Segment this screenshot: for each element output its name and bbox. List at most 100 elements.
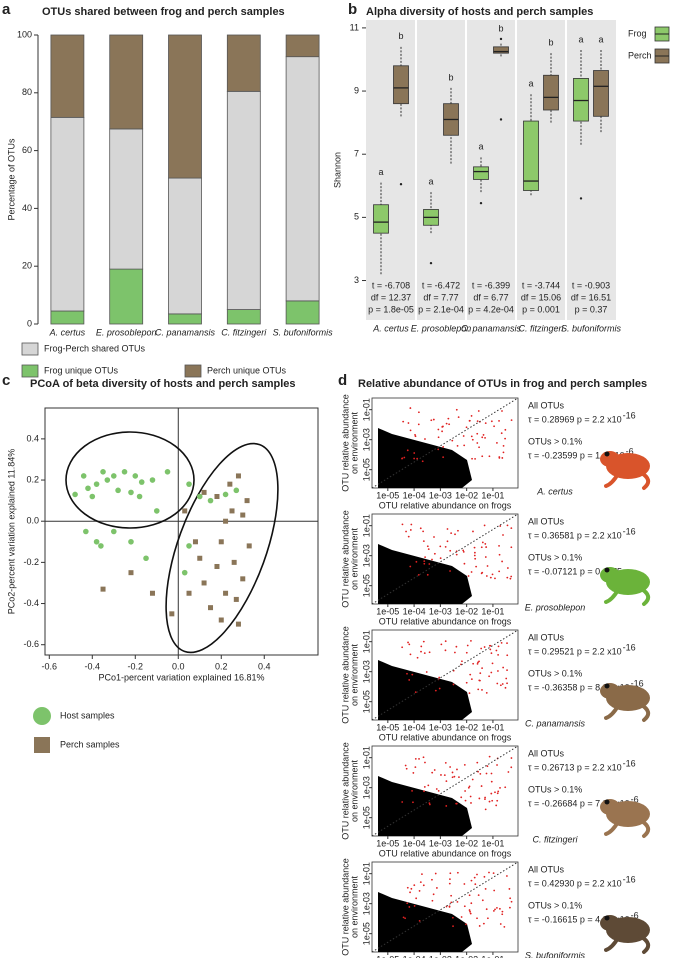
point-decoration: [422, 540, 425, 543]
test-statistic: df = 16.51: [571, 292, 611, 302]
point-decoration: [456, 768, 458, 771]
point: [93, 481, 100, 487]
point-decoration: [408, 679, 411, 681]
point-decoration: [464, 790, 466, 792]
point-decoration: [490, 671, 493, 674]
point-decoration: [486, 917, 489, 920]
point-decoration: [477, 410, 480, 412]
point-decoration: [481, 571, 484, 574]
point-decoration: [421, 460, 424, 463]
point-decoration: [480, 546, 483, 549]
species-label: E. prosoblepon: [525, 602, 586, 612]
point: [115, 487, 121, 494]
y-tick-label: 1e-01: [361, 398, 371, 421]
x-axis-label: OTU relative abundance on frogs: [379, 500, 512, 510]
y-axis-label: OTU relative abundance: [340, 510, 350, 608]
point-decoration: [406, 902, 409, 905]
point-decoration: [490, 780, 493, 783]
point-decoration: [498, 907, 501, 910]
panel-label: b: [348, 1, 357, 18]
x-tick-label: E. prosoblepon: [96, 327, 157, 337]
point: [72, 491, 78, 498]
subplot: 1e-051e-041e-031e-021e-011e-051e-031e-01…: [340, 858, 651, 958]
point-decoration: [474, 457, 476, 460]
point-decoration: [402, 916, 405, 919]
point: [186, 590, 192, 596]
point-decoration: [482, 922, 485, 925]
y-tick-label: 1e-01: [361, 746, 371, 769]
y-axis-label: on environment: [349, 759, 359, 822]
point-decoration: [485, 908, 488, 911]
point-decoration: [440, 643, 443, 646]
stat-heading: OTUs > 0.1%: [528, 436, 582, 446]
test-statistic: p = 2.1e-04: [418, 304, 464, 314]
stat-text: τ = -0.26684 p = 7.82 x10: [528, 798, 630, 808]
point-decoration: [452, 925, 454, 928]
frog-leg: [604, 586, 651, 606]
outlier: [499, 118, 503, 121]
point-decoration: [414, 691, 417, 694]
point-cloud: [378, 892, 472, 952]
x-tick-label: C. fitzingeri: [221, 327, 267, 337]
point-decoration: [420, 650, 422, 653]
point-decoration: [484, 796, 486, 799]
point-decoration: [471, 438, 474, 441]
point-decoration: [412, 801, 414, 804]
point-decoration: [492, 910, 495, 912]
point-decoration: [471, 778, 474, 781]
stat-text: τ = -0.23599 p = 1.1 x10: [528, 450, 625, 460]
point-cloud: [378, 544, 472, 604]
stat-text: τ = 0.28969 p = 2.2 x10: [528, 414, 622, 424]
y-tick-label: 9: [354, 85, 359, 95]
point-decoration: [474, 883, 477, 886]
point-decoration: [468, 785, 471, 788]
point-decoration: [510, 527, 513, 530]
x-tick-label: 1e-04: [403, 954, 426, 958]
x-tick-label: 1e-01: [481, 722, 504, 732]
point: [186, 481, 192, 487]
point-decoration: [428, 803, 431, 806]
y-tick-label: 7: [354, 149, 359, 159]
point-decoration: [453, 775, 456, 778]
bar-segment: [285, 300, 320, 325]
point-decoration: [432, 418, 435, 421]
significance-letter: b: [398, 31, 403, 41]
species-label: S. bufoniformis: [525, 950, 586, 958]
point-decoration: [426, 573, 429, 576]
point-decoration: [409, 565, 412, 568]
point-decoration: [462, 550, 465, 553]
point-decoration: [508, 888, 511, 890]
point-decoration: [491, 662, 494, 665]
y-axis-label: on environment: [349, 875, 359, 938]
point-decoration: [407, 422, 410, 424]
point-decoration: [446, 528, 449, 530]
point-decoration: [467, 575, 470, 577]
box: [523, 120, 539, 191]
point-decoration: [469, 795, 472, 798]
point-decoration: [467, 786, 470, 789]
y-axis-label: on environment: [349, 411, 359, 474]
point-decoration: [472, 530, 474, 533]
point-decoration: [414, 757, 417, 760]
point-decoration: [414, 766, 417, 769]
chart-title: Alpha diversity of hosts and perch sampl…: [366, 6, 593, 18]
point-decoration: [426, 545, 429, 548]
point-decoration: [451, 776, 454, 779]
point-decoration: [450, 532, 453, 535]
point-decoration: [475, 565, 478, 568]
x-tick-label: A. certus: [372, 323, 409, 333]
point-decoration: [463, 883, 466, 885]
point: [110, 473, 117, 479]
y-tick-label: -0.4: [23, 598, 39, 608]
significance-letter: b: [498, 23, 503, 33]
point-decoration: [462, 549, 465, 552]
point-decoration: [437, 428, 440, 431]
point-decoration: [496, 764, 498, 766]
point-decoration: [481, 899, 484, 902]
point-decoration: [449, 549, 452, 552]
point-decoration: [501, 560, 504, 563]
x-tick-label: -0.2: [128, 661, 144, 671]
